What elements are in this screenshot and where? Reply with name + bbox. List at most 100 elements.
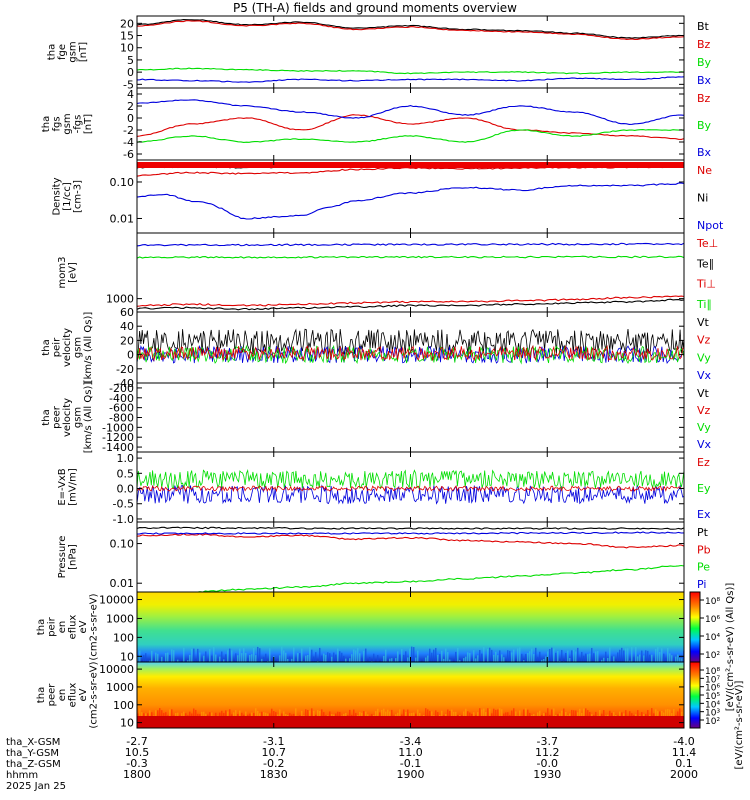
- legend-entry-Ne: Ne: [697, 164, 712, 177]
- y-tick-label: -5: [123, 78, 134, 91]
- series-line-Ti∥: [136, 298, 685, 311]
- colorbar-tick-label: 10²: [705, 651, 720, 661]
- y-tick-label: 40: [120, 320, 134, 333]
- panel-legend: Bz By Bx: [697, 92, 712, 159]
- ephemeris-row-label: tha_Z-GSM: [6, 759, 61, 770]
- series-line-By: [136, 129, 685, 143]
- svg-text:tha: tha: [41, 339, 52, 355]
- legend-entry-Ey: Ey: [697, 482, 711, 495]
- legend-entry-Bx: Bx: [697, 146, 712, 159]
- y-tick-label: -1400: [102, 441, 134, 454]
- y-tick-label: 0.01: [110, 212, 135, 225]
- y-axis-label: tha peir velocity gsm [km/s (All Qs)]: [41, 312, 94, 384]
- svg-text:[km/s (All Qs)]: [km/s (All Qs)]: [83, 382, 94, 454]
- panel-legend: Pt Pb Pe Pi: [697, 526, 711, 591]
- ephemeris-value: 11.4: [672, 746, 697, 759]
- ephemeris-value: -3.4: [400, 735, 421, 748]
- colorbar-tick-label: 10⁴: [705, 633, 720, 643]
- svg-text:tha: tha: [36, 619, 47, 635]
- svg-text:eV: eV: [78, 620, 89, 633]
- legend-entry-Ez: Ez: [697, 456, 710, 469]
- legend-entry-Pe: Pe: [697, 561, 710, 574]
- series-line-Te∥: [136, 255, 685, 259]
- y-tick-label: -0.5: [113, 498, 134, 511]
- y-tick-label: 0.0: [117, 483, 135, 496]
- y-tick-label: 0: [127, 66, 134, 79]
- y-tick-label: 100: [113, 699, 134, 712]
- ephemeris-value: -4.0: [673, 735, 694, 748]
- y-tick-label: 1.0: [117, 452, 135, 465]
- ephemeris-value: -0.3: [126, 757, 147, 770]
- panel-legend: Te⊥ Te∥ Ti⊥ Ti∥: [696, 237, 718, 311]
- y-tick-label: 20: [120, 17, 134, 30]
- panel-8: 0.10 0.01 Pressure [nPa] Pt Pb Pe Pi: [57, 521, 711, 601]
- svg-text:eV: eV: [78, 688, 89, 701]
- ephemeris-value: -3.7: [537, 735, 558, 748]
- colorbar-tick-label: 10⁷: [705, 675, 720, 685]
- y-tick-label: 0.5: [117, 467, 135, 480]
- legend-entry-Vx: Vx: [697, 369, 712, 382]
- svg-text:[nT]: [nT]: [83, 114, 94, 134]
- y-axis-label: tha fgs gsm -fgs [nT]: [41, 113, 94, 134]
- legend-entry-Vt: Vt: [697, 387, 710, 400]
- panel-4: 1000 mom3 [eV] Te⊥ Te∥ Ti⊥ Ti∥: [57, 232, 718, 313]
- legend-entry-Pi: Pi: [697, 578, 706, 591]
- colorbar-tick-label: 10⁸: [705, 667, 720, 677]
- svg-text:[nT]: [nT]: [78, 42, 89, 62]
- colorbar-tick-label: 10⁴: [705, 700, 720, 710]
- y-tick-label: 100: [113, 631, 134, 644]
- svg-text:fge: fge: [57, 44, 68, 60]
- series-line-Ey: [136, 469, 685, 490]
- svg-text:[mV/m]: [mV/m]: [67, 468, 78, 506]
- svg-text:tha: tha: [36, 687, 47, 703]
- svg-text:tha: tha: [46, 44, 57, 60]
- x-tick-label: 1830: [260, 768, 288, 781]
- y-tick-label: 1000: [106, 612, 134, 625]
- colorbar-tick-label: 10³: [705, 709, 720, 719]
- legend-entry-By: By: [697, 119, 712, 132]
- svg-text:[cm-3]: [cm-3]: [73, 180, 84, 213]
- series-line-Vz: [136, 344, 685, 362]
- ephemeris-value: -0.0: [537, 757, 558, 770]
- svg-text:gsm: gsm: [62, 113, 73, 134]
- svg-text:(cm2-s-sr-eV): (cm2-s-sr-eV): [88, 661, 99, 728]
- y-tick-label: 1000: [106, 681, 134, 694]
- svg-text:-fgs: -fgs: [73, 115, 84, 134]
- legend-entry-Te∥: Te∥: [696, 257, 714, 270]
- y-tick-label: 0: [127, 349, 134, 362]
- ephemeris-value: -2.7: [126, 735, 147, 748]
- panel-legend: Vt Vz Vy Vx: [697, 387, 712, 451]
- series-line-By: [136, 67, 685, 75]
- panel-9: 10000 1000 100 10 tha peir en eflux eV (cm2-s-sr-…: [36, 591, 685, 663]
- y-tick-label: 4: [127, 88, 134, 101]
- legend-entry-Vx: Vx: [697, 438, 712, 451]
- legend-entry-Vt: Vt: [697, 316, 710, 329]
- svg-text:gsm: gsm: [73, 407, 84, 428]
- panel-legend: Vt Vz Vy Vx: [697, 316, 712, 382]
- colorbar-label: [eV/(cm²-s-sr-eV)]: [734, 680, 745, 769]
- x-tick-label: 1800: [123, 768, 151, 781]
- series-line-Bt: [136, 19, 684, 39]
- series-line-Bx: [136, 76, 685, 83]
- legend-entry-Vy: Vy: [697, 421, 711, 434]
- y-axis-label: E=-VxB [mV/m]: [57, 468, 79, 506]
- panel-6: -200-400-600-800-1000-1200-1400 tha peer ve…: [41, 382, 712, 454]
- ephemeris-value: -3.1: [263, 735, 284, 748]
- legend-entry-Bx: Bx: [697, 74, 712, 87]
- panel-frame: [136, 159, 685, 234]
- colorbar-tick-label: 10⁵: [705, 692, 720, 702]
- legend-entry-Npot: Npot: [697, 219, 724, 232]
- y-tick-label: 20: [120, 334, 134, 347]
- svg-text:[1/cc]: [1/cc]: [62, 182, 73, 211]
- legend-entry-Pt: Pt: [697, 526, 709, 539]
- y-tick-label: -200: [109, 382, 134, 395]
- y-tick-label: -20: [116, 363, 134, 376]
- colorbar-tick-label: 10⁸: [705, 597, 720, 607]
- series-line-Bz: [136, 20, 685, 40]
- series-line-Ex: [136, 484, 685, 505]
- y-tick-label: -400: [109, 392, 134, 405]
- series-line-Pe: [136, 564, 685, 601]
- panel-frame: [136, 382, 685, 453]
